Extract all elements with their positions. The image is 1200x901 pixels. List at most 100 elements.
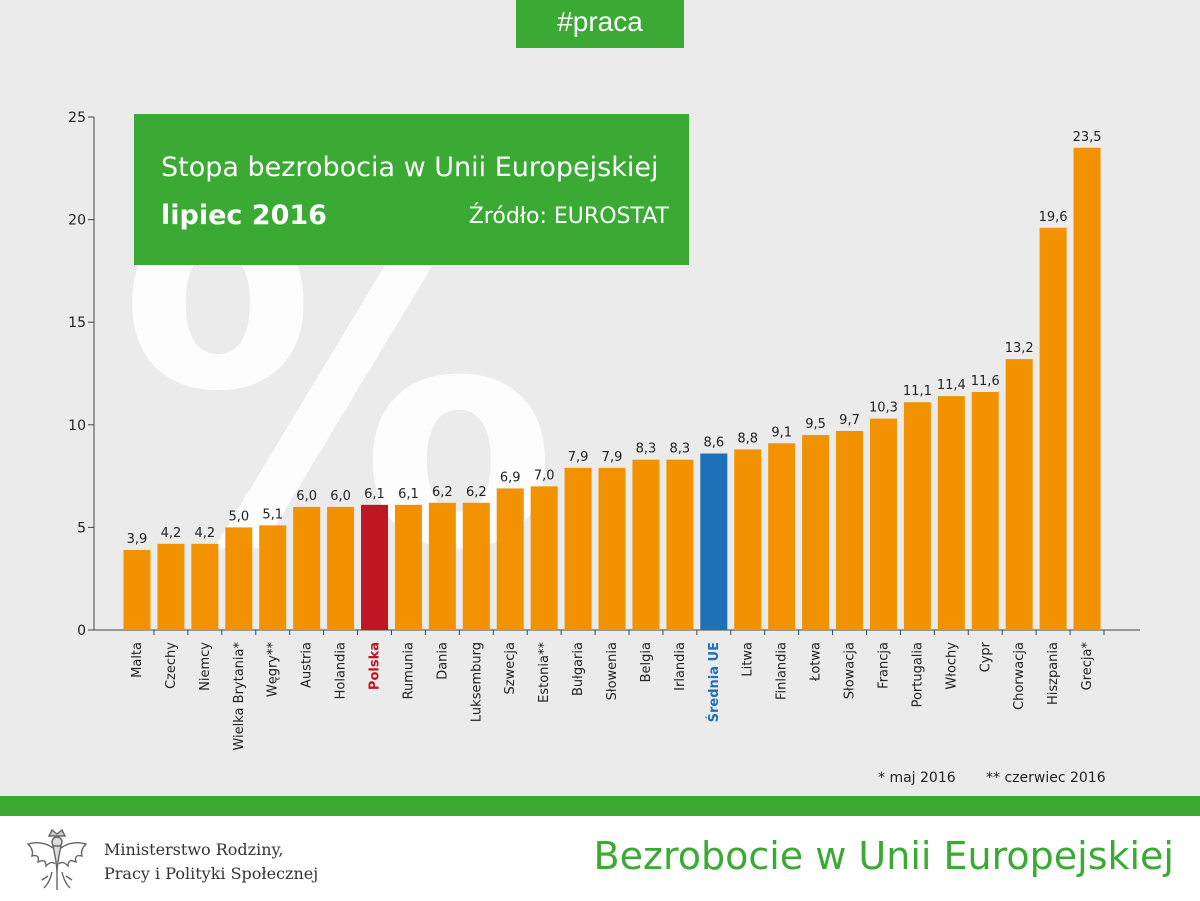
data-label: 4,2 bbox=[195, 526, 216, 541]
x-tick-label: Średnia UE bbox=[706, 642, 722, 722]
x-tick-label: Estonia** bbox=[537, 642, 552, 703]
x-tick-label: Holandia bbox=[334, 642, 349, 699]
bar-14 bbox=[564, 467, 592, 630]
data-label: 7,9 bbox=[568, 450, 589, 465]
green-divider-band bbox=[0, 796, 1200, 816]
x-tick-label: Słowacja bbox=[843, 642, 858, 699]
bar-23 bbox=[869, 418, 897, 630]
x-tick-label: Finlandia bbox=[775, 642, 790, 700]
footnote-may: * maj 2016 bbox=[878, 770, 956, 786]
bar-21 bbox=[802, 435, 830, 630]
x-tick-label: Austria bbox=[300, 642, 315, 688]
bar-10 bbox=[428, 502, 456, 630]
x-tick-label: Grecja* bbox=[1080, 642, 1095, 691]
bar-13 bbox=[530, 486, 558, 630]
y-tick-label: 10 bbox=[68, 418, 86, 434]
bar-22 bbox=[836, 430, 864, 630]
data-label: 9,7 bbox=[839, 413, 860, 428]
data-label: 8,3 bbox=[636, 442, 657, 457]
bar-6 bbox=[293, 506, 321, 630]
data-label: 13,2 bbox=[1005, 341, 1034, 356]
x-tick-label: Portugalia bbox=[910, 642, 925, 707]
bar-7 bbox=[327, 506, 355, 630]
bar-16 bbox=[632, 459, 660, 630]
chart-bars bbox=[123, 147, 1101, 631]
bar-11 bbox=[462, 502, 490, 630]
y-tick-label: 0 bbox=[77, 623, 86, 639]
ministry-name-line1: Ministerstwo Rodziny, bbox=[104, 840, 284, 859]
hashtag-label: #praca bbox=[516, 0, 684, 48]
eagle-emblem-icon bbox=[26, 828, 88, 890]
x-tick-label: Bułgaria bbox=[571, 642, 586, 696]
x-tick-label: Szwecja bbox=[503, 642, 518, 694]
footer-title: Bezrobocie w Unii Europejskiej bbox=[593, 834, 1174, 878]
x-tick-label: Belgia bbox=[639, 642, 654, 682]
x-tick-label: Dania bbox=[435, 642, 450, 680]
data-label: 11,1 bbox=[903, 384, 932, 399]
data-label: 11,6 bbox=[971, 374, 1000, 389]
x-tick-label: Luksemburg bbox=[469, 642, 484, 722]
data-label: 4,2 bbox=[161, 526, 182, 541]
footnote-june: ** czerwiec 2016 bbox=[986, 770, 1106, 786]
x-tick-label: Łotwa bbox=[809, 642, 824, 682]
x-tick-label: Irlandia bbox=[673, 642, 688, 691]
data-label: 7,9 bbox=[602, 450, 623, 465]
bar-chart: 0 5 10 15 20 25 3,9 Malta 4,2 Czechy 4,2 Niemcy 5,0… bbox=[68, 110, 1140, 751]
data-label: 19,6 bbox=[1039, 210, 1068, 225]
x-tick-label: Chorwacja bbox=[1012, 642, 1027, 710]
bar-20 bbox=[768, 443, 796, 630]
data-label: 11,4 bbox=[937, 378, 966, 393]
data-label: 5,1 bbox=[262, 507, 283, 522]
chart-title: Stopa bezrobocia w Unii Europejskiej bbox=[161, 152, 659, 183]
bar-28 bbox=[1039, 227, 1067, 631]
chart-source: Źródło: EUROSTAT bbox=[468, 204, 669, 229]
footer: Ministerstwo Rodziny, Pracy i Polityki S… bbox=[0, 816, 1200, 901]
y-tick-label: 5 bbox=[77, 520, 86, 536]
data-label: 3,9 bbox=[127, 532, 148, 547]
bar-27 bbox=[1005, 359, 1033, 630]
bar-18 bbox=[700, 453, 728, 630]
data-label: 10,3 bbox=[869, 401, 898, 416]
bar-2 bbox=[157, 543, 185, 630]
ministry-name-line2: Pracy i Polityki Społecznej bbox=[104, 864, 319, 883]
data-label: 8,3 bbox=[670, 442, 691, 457]
data-label: 8,6 bbox=[703, 436, 724, 451]
chart-title-box: Stopa bezrobocia w Unii Europejskiej lip… bbox=[134, 114, 689, 265]
x-tick-label: Węgry** bbox=[266, 642, 281, 698]
bar-5 bbox=[259, 525, 287, 630]
x-tick-label: Niemcy bbox=[198, 642, 213, 691]
data-label: 5,0 bbox=[228, 509, 249, 524]
bar-1 bbox=[123, 549, 151, 630]
data-label: 9,5 bbox=[805, 417, 826, 432]
y-tick-label: 20 bbox=[68, 213, 86, 229]
x-tick-label: Rumunia bbox=[401, 642, 416, 699]
y-tick-label: 15 bbox=[68, 315, 86, 331]
data-label: 6,2 bbox=[432, 485, 453, 500]
x-tick-label: Polska bbox=[368, 642, 383, 690]
data-label: 6,2 bbox=[466, 485, 487, 500]
x-tick-label: Wielka Brytania* bbox=[232, 642, 247, 751]
chart-subtitle: lipiec 2016 bbox=[161, 200, 327, 231]
x-tick-label: Hiszpania bbox=[1046, 642, 1061, 705]
x-tick-label: Włochy bbox=[944, 642, 959, 690]
bar-8 bbox=[361, 504, 389, 630]
bar-19 bbox=[734, 449, 762, 630]
bar-9 bbox=[394, 504, 422, 630]
data-label: 6,1 bbox=[398, 487, 419, 502]
data-label: 6,9 bbox=[500, 470, 521, 485]
x-tick-label: Litwa bbox=[741, 642, 756, 677]
bar-25 bbox=[937, 396, 965, 630]
data-label: 6,1 bbox=[364, 487, 385, 502]
bar-3 bbox=[191, 543, 219, 630]
bar-12 bbox=[496, 488, 524, 630]
bar-26 bbox=[971, 391, 999, 630]
bar-4 bbox=[225, 527, 253, 630]
data-label: 6,0 bbox=[296, 489, 317, 504]
x-tick-label: Malta bbox=[130, 642, 145, 678]
data-label: 7,0 bbox=[534, 468, 555, 483]
bar-15 bbox=[598, 467, 626, 630]
bar-24 bbox=[903, 402, 931, 630]
data-label: 6,0 bbox=[330, 489, 351, 504]
x-tick-label: Słowenia bbox=[605, 642, 620, 700]
bar-29 bbox=[1073, 147, 1101, 630]
